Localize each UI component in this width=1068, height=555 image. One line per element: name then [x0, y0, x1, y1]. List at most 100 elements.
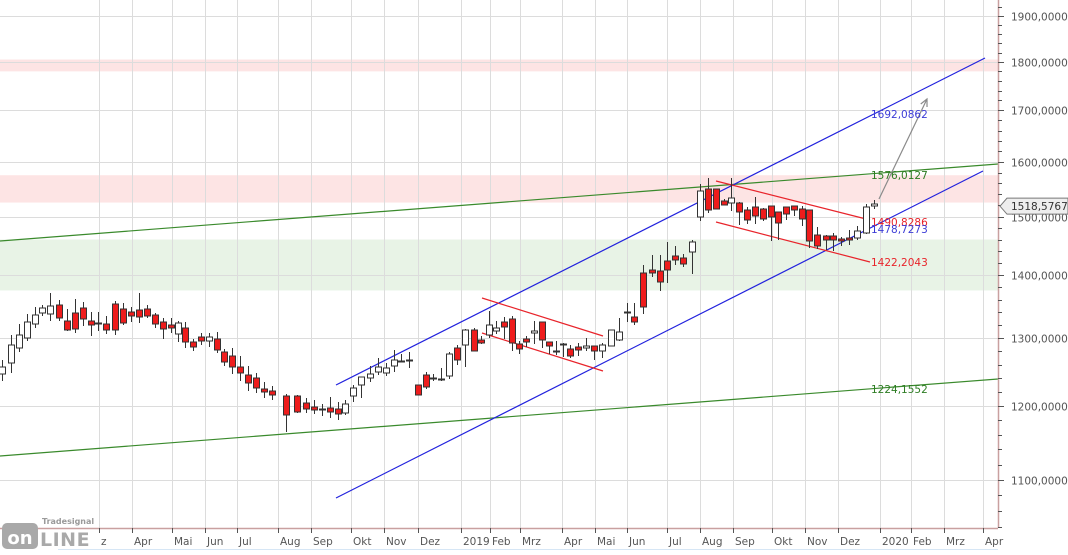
candle [736, 202, 743, 225]
candle [327, 397, 334, 418]
candle [32, 307, 39, 328]
x-tick-label: Apr [985, 536, 1004, 548]
candle [546, 341, 553, 354]
candle [567, 345, 574, 358]
candle [294, 395, 301, 413]
x-tick-label: Okt [774, 536, 792, 548]
candle [144, 305, 151, 318]
candle [713, 188, 720, 210]
candle [214, 332, 221, 353]
x-tick-label: z [101, 536, 107, 548]
candle [8, 335, 15, 373]
candle [120, 303, 127, 325]
candle [168, 318, 175, 333]
candle [689, 240, 696, 274]
logo-line-text: LINE [40, 529, 90, 551]
candle [871, 200, 878, 209]
candle [697, 184, 704, 221]
candle [752, 197, 759, 224]
candle [221, 349, 228, 366]
candle [631, 303, 638, 325]
candle [854, 226, 861, 240]
candle [245, 366, 252, 391]
x-tick-label: Okt [353, 536, 371, 548]
x-tick-label: Aug [702, 536, 723, 548]
candle [229, 348, 236, 374]
candle [269, 386, 276, 400]
candle [198, 333, 205, 345]
x-tick-label: Jun [206, 536, 223, 548]
candle [775, 211, 782, 240]
logo-brand: Tradesignal [42, 517, 94, 526]
candle [64, 309, 71, 331]
candle [383, 363, 390, 376]
x-tick-label: Sep [313, 536, 333, 548]
blue-channel-lower [335, 170, 984, 499]
candle [415, 384, 422, 396]
x-tick-label: Nov [807, 536, 828, 548]
y-tick-label: 1400,0000 [1011, 271, 1068, 283]
candle [398, 354, 405, 363]
red-flag-1-upper [481, 297, 604, 337]
candle [261, 382, 268, 398]
annotation-label: 1576,0127 [871, 170, 928, 182]
candle [575, 343, 582, 356]
candle [88, 312, 95, 336]
red-flag-2-lower [715, 221, 871, 263]
candle [649, 255, 656, 277]
candle [760, 208, 767, 221]
candle [539, 321, 546, 348]
blue-channel-upper [335, 57, 986, 386]
candle [672, 246, 679, 265]
candle [501, 317, 508, 339]
x-tick-label: Apr [134, 536, 153, 548]
candle [486, 311, 493, 338]
annotation-label: 1422,2043 [871, 257, 928, 269]
candle [553, 341, 560, 355]
candle [680, 254, 687, 267]
candle [438, 368, 445, 381]
x-axis[interactable]: z Apr Mai Jun Jul Aug Sep Okt Nov Dez 2019 Feb Mrz Ap… [0, 527, 1004, 550]
candle [608, 329, 615, 347]
red-flag-2-upper [715, 180, 871, 221]
candle [112, 301, 119, 335]
candle [237, 356, 244, 381]
candle [516, 341, 523, 354]
x-tick-label: Mai [597, 536, 615, 548]
annotation-label: 1692,0862 [871, 109, 928, 121]
logo-on-text: on [7, 528, 32, 549]
annotation-label: 1490,8286 [871, 217, 928, 229]
red-flag-1-lower [481, 332, 604, 372]
candle [728, 178, 735, 211]
candle [72, 299, 79, 333]
candle [430, 374, 437, 381]
x-tick-label: Nov [386, 536, 407, 548]
candle [56, 300, 63, 321]
candle [80, 302, 87, 326]
candle [342, 400, 349, 415]
candle [103, 316, 110, 334]
annotation-label: 1478,7273 [871, 224, 928, 236]
last-price-label: 1518,5767 [1011, 201, 1068, 213]
candle [462, 329, 469, 367]
candle [523, 336, 530, 347]
candle [16, 324, 23, 352]
y-tick-label: 1300,0000 [1011, 334, 1068, 346]
candle [406, 352, 413, 368]
candle [814, 227, 821, 249]
x-tick-label: Dez [840, 536, 861, 548]
candle [823, 235, 830, 250]
candle [454, 345, 461, 365]
candle [375, 358, 382, 375]
grid-lines [0, 0, 998, 528]
x-tick-label: Mai [174, 536, 192, 548]
candle [0, 360, 6, 381]
x-tick-label: Apr [564, 536, 583, 548]
candle [744, 207, 751, 224]
candle [846, 230, 853, 245]
x-tick-label: Jul [238, 536, 252, 548]
y-axis[interactable]: 1900,0000 1800,0000 1700,0000 1600,0000 1500… [997, 0, 1068, 528]
candle [446, 352, 453, 379]
